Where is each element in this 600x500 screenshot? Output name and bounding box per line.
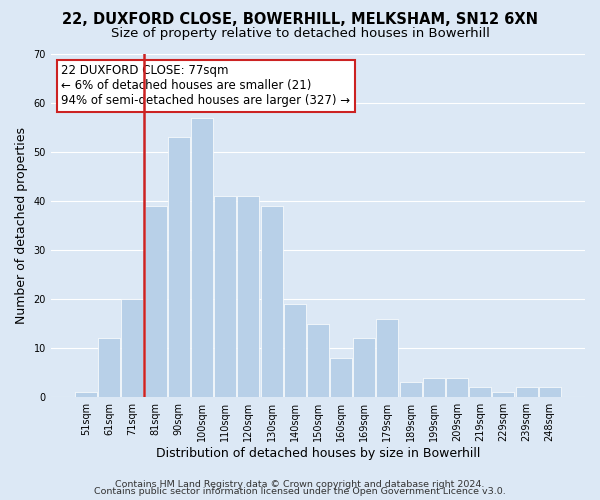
Bar — [353, 338, 375, 397]
Bar — [214, 196, 236, 397]
Text: Size of property relative to detached houses in Bowerhill: Size of property relative to detached ho… — [110, 28, 490, 40]
Bar — [515, 388, 538, 397]
Bar — [539, 388, 561, 397]
Bar — [75, 392, 97, 397]
Text: Contains HM Land Registry data © Crown copyright and database right 2024.: Contains HM Land Registry data © Crown c… — [115, 480, 485, 489]
Bar — [260, 206, 283, 397]
Bar — [238, 196, 259, 397]
Bar — [191, 118, 213, 397]
Bar — [400, 382, 422, 397]
X-axis label: Distribution of detached houses by size in Bowerhill: Distribution of detached houses by size … — [156, 447, 480, 460]
Bar — [493, 392, 514, 397]
Bar — [121, 299, 143, 397]
Bar — [98, 338, 120, 397]
Bar — [446, 378, 468, 397]
Bar — [145, 206, 167, 397]
Bar — [330, 358, 352, 397]
Y-axis label: Number of detached properties: Number of detached properties — [15, 127, 28, 324]
Bar — [469, 388, 491, 397]
Bar — [307, 324, 329, 397]
Bar — [423, 378, 445, 397]
Text: 22 DUXFORD CLOSE: 77sqm
← 6% of detached houses are smaller (21)
94% of semi-det: 22 DUXFORD CLOSE: 77sqm ← 6% of detached… — [61, 64, 350, 108]
Text: 22, DUXFORD CLOSE, BOWERHILL, MELKSHAM, SN12 6XN: 22, DUXFORD CLOSE, BOWERHILL, MELKSHAM, … — [62, 12, 538, 28]
Text: Contains public sector information licensed under the Open Government Licence v3: Contains public sector information licen… — [94, 487, 506, 496]
Bar — [376, 319, 398, 397]
Bar — [284, 304, 306, 397]
Bar — [168, 138, 190, 397]
